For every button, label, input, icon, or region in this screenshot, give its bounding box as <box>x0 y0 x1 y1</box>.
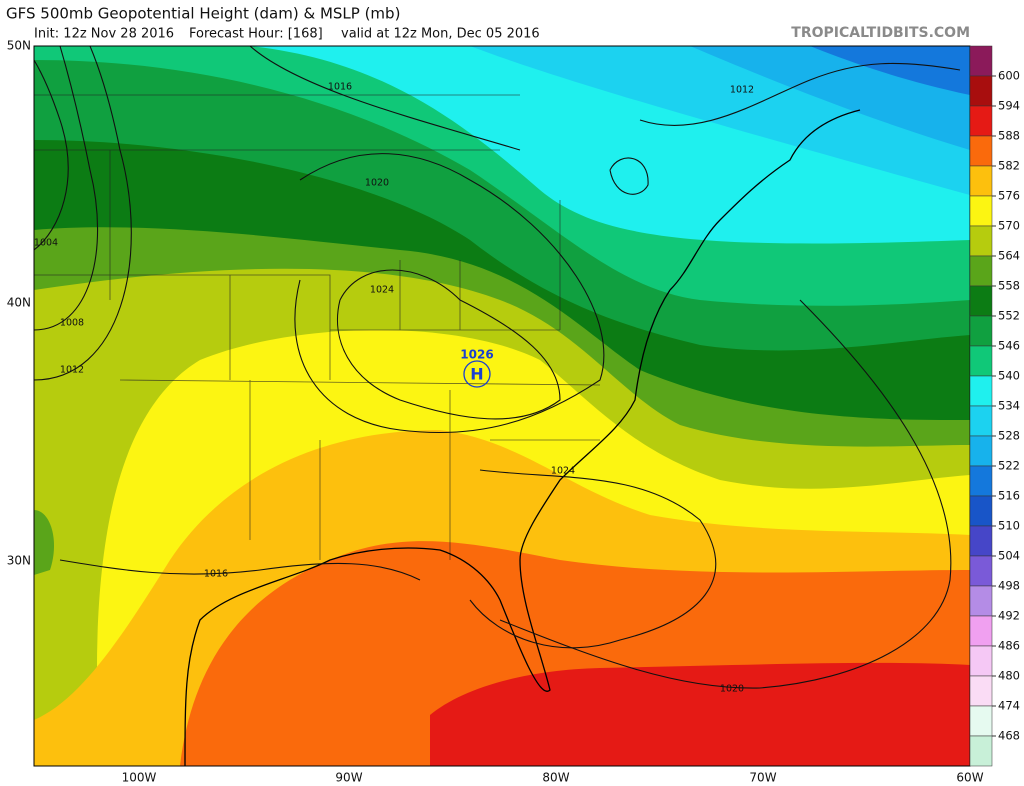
watermark: TROPICALTIDBITS.COM <box>791 25 970 41</box>
colorbar-label: 600 <box>998 69 1020 83</box>
title: GFS 500mb Geopotential Height (dam) & MS… <box>6 5 400 23</box>
longitude-label: 100W <box>122 771 157 785</box>
latitude-label: 30N <box>7 554 31 568</box>
colorbar-label: 480 <box>998 669 1020 683</box>
isobar-label: 1012 <box>730 85 754 96</box>
high-pressure-value: 1026 <box>460 348 493 362</box>
coastline <box>669 109 861 291</box>
height-band <box>34 510 55 575</box>
colorbar-box <box>969 375 993 407</box>
colorbar-box <box>969 705 993 737</box>
colorbar-box <box>969 405 993 437</box>
isobar <box>336 269 561 420</box>
coastline <box>184 289 671 766</box>
isobar <box>469 469 717 649</box>
isobar <box>34 59 69 251</box>
colorbar-label: 564 <box>998 249 1020 263</box>
colorbar-box <box>969 165 993 197</box>
colorbar-box <box>969 135 993 167</box>
colorbar: 600 594 588 582 576 570 564 558 552 546 540 534 528 5… <box>969 45 1020 767</box>
colorbar-label: 492 <box>998 609 1020 623</box>
isobar-label: 1024 <box>370 285 394 296</box>
colorbar-label: 516 <box>998 489 1020 503</box>
isobar <box>34 46 132 381</box>
valid-time: valid at 12z Mon, Dec 05 2016 <box>341 27 540 42</box>
colorbar-label: 510 <box>998 519 1020 533</box>
colorbar-label: 534 <box>998 399 1020 413</box>
colorbar-box <box>969 525 993 557</box>
high-center-ring <box>463 360 491 388</box>
colorbar-label: 486 <box>998 639 1020 653</box>
colorbar-label: 546 <box>998 339 1020 353</box>
colorbar-box <box>969 285 993 317</box>
isobar <box>59 559 421 581</box>
isobar-label: 1016 <box>204 569 228 580</box>
colorbar-box <box>969 195 993 227</box>
state-borders <box>34 94 601 560</box>
latitude-label: 40N <box>7 296 31 310</box>
colorbar-box <box>969 735 993 767</box>
longitude-label: 90W <box>335 771 362 785</box>
colorbar-box <box>969 315 993 347</box>
isobar <box>639 62 961 126</box>
high-pressure-symbol: H <box>470 365 483 384</box>
colorbar-box <box>969 105 993 137</box>
colorbar-label: 540 <box>998 369 1020 383</box>
colorbar-box <box>969 645 993 677</box>
isobar <box>294 153 605 434</box>
colorbar-label: 504 <box>998 549 1020 563</box>
colorbar-box <box>969 675 993 707</box>
isobar-label: 1016 <box>328 82 352 93</box>
isobar-label: 1020 <box>720 684 744 695</box>
colorbar-box <box>969 255 993 287</box>
forecast-hour: Forecast Hour: [168] <box>189 27 323 42</box>
isobar-label: 1024 <box>551 466 575 477</box>
longitude-label: 60W <box>956 771 983 785</box>
colorbar-label: 558 <box>998 279 1020 293</box>
isobar-label: 1012 <box>60 365 84 376</box>
colorbar-label: 468 <box>998 729 1020 743</box>
colorbar-label: 594 <box>998 99 1020 113</box>
isobar <box>499 299 952 689</box>
colorbar-box <box>969 75 993 107</box>
colorbar-label: 582 <box>998 159 1020 173</box>
colorbar-label: 576 <box>998 189 1020 203</box>
colorbar-label: 528 <box>998 429 1020 443</box>
isobar-label: 1020 <box>365 178 389 189</box>
colorbar-label: 570 <box>998 219 1020 233</box>
latitude-label: 50N <box>7 39 31 53</box>
longitude-label: 80W <box>542 771 569 785</box>
colorbar-box <box>969 495 993 527</box>
colorbar-box <box>969 555 993 587</box>
colorbar-label: 474 <box>998 699 1020 713</box>
colorbar-label: 522 <box>998 459 1020 473</box>
colorbar-label: 552 <box>998 309 1020 323</box>
isobar <box>609 157 649 195</box>
colorbar-label: 588 <box>998 129 1020 143</box>
longitude-label: 70W <box>749 771 776 785</box>
colorbar-box <box>969 615 993 647</box>
height-band <box>430 662 970 766</box>
isobar-label: 1004 <box>34 238 58 249</box>
isobar-label: 1008 <box>60 318 84 329</box>
colorbar-box <box>969 435 993 467</box>
colorbar-box <box>969 345 993 377</box>
colorbar-box <box>969 225 993 257</box>
map-labels: 50N 40N 30N 100W 90W 80W 70W 60W 1016 1020 1004 100… <box>7 39 984 785</box>
isobar <box>34 46 99 331</box>
map-area <box>34 46 970 766</box>
isobar <box>249 46 521 151</box>
colorbar-box <box>969 465 993 497</box>
colorbar-box <box>969 45 993 77</box>
init-time: Init: 12z Nov 28 2016 <box>34 27 174 42</box>
colorbar-box <box>969 585 993 617</box>
colorbar-label: 498 <box>998 579 1020 593</box>
